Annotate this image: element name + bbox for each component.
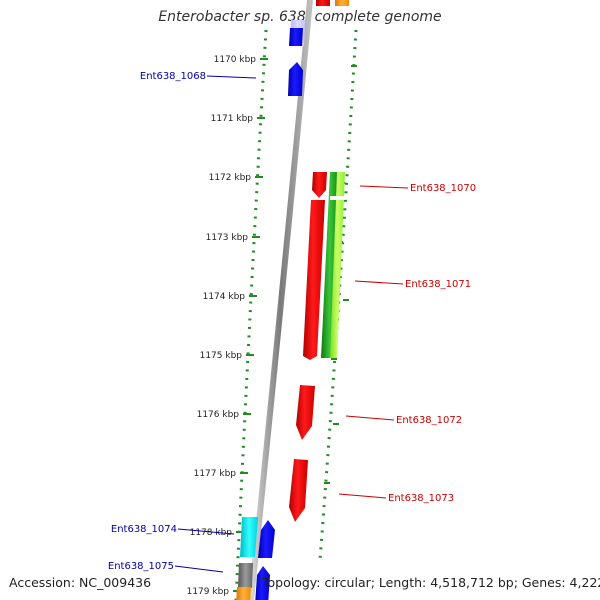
gene-feature-green-track[interactable] bbox=[321, 172, 345, 358]
gene-feature-ent638-1071[interactable] bbox=[303, 200, 325, 360]
gene-label-ent638-1072[interactable]: Ent638_1072 bbox=[396, 415, 462, 426]
gene-feature-ent638-1075[interactable] bbox=[236, 563, 270, 600]
axis-tick-label: 1173 kbp bbox=[206, 233, 249, 243]
gene-label-ent638-1075[interactable]: Ent638_1075 bbox=[108, 561, 174, 572]
partial-features-top bbox=[316, 0, 349, 6]
axis-tick-label: 1171 kbp bbox=[211, 114, 254, 124]
gene-feature-ent638-1068[interactable] bbox=[288, 20, 305, 96]
gene-label-ent638-1074[interactable]: Ent638_1074 bbox=[111, 524, 177, 535]
axis-tick-label: 1179 kbp bbox=[187, 587, 230, 597]
axis-tick-label: 1175 kbp bbox=[200, 351, 243, 361]
axis-tick-label: 1178 kbp bbox=[190, 528, 233, 538]
gene-label-ent638-1070[interactable]: Ent638_1070 bbox=[410, 183, 476, 194]
axis-tick-label: 1176 kbp bbox=[197, 410, 240, 420]
gene-leader-line-ent638-1071 bbox=[354, 280, 404, 285]
gene-label-ent638-1068[interactable]: Ent638_1068 bbox=[140, 71, 206, 82]
gene-feature-ent638-1074[interactable] bbox=[240, 517, 275, 558]
accession-text: Accession: NC_009436 bbox=[9, 575, 152, 590]
map-title: Enterobacter sp. 638, complete genome bbox=[158, 9, 442, 25]
gene-feature-ent638-1072[interactable] bbox=[296, 385, 315, 440]
gene-label-ent638-1073[interactable]: Ent638_1073 bbox=[388, 493, 454, 504]
topology-text: Topology: circular; Length: 4,518,712 bp… bbox=[262, 575, 600, 590]
gene-leader-line-ent638-1072 bbox=[345, 415, 395, 421]
axis-tick-label: 1170 kbp bbox=[214, 55, 257, 65]
gene-leader-line-ent638-1070 bbox=[359, 185, 409, 189]
axis-tick-label: 1172 kbp bbox=[209, 173, 252, 183]
gene-leader-line-ent638-1073 bbox=[338, 493, 387, 499]
gene-feature-ent638-1070[interactable] bbox=[312, 172, 327, 198]
gene-leader-line-ent638-1074 bbox=[177, 528, 235, 535]
gene-leader-line-ent638-1068 bbox=[206, 75, 257, 79]
gene-label-ent638-1071[interactable]: Ent638_1071 bbox=[405, 279, 471, 290]
gene-labels: Ent638_1068 Ent638_1070 Ent638_1071 Ent638_… bbox=[108, 71, 476, 573]
axis-ticks: 1170 kbp 1171 kbp 1172 kbp 1173 kbp 1174 kbp… bbox=[187, 55, 268, 597]
gene-leader-line-ent638-1075 bbox=[174, 565, 224, 573]
gene-feature-ent638-1073[interactable] bbox=[289, 459, 308, 522]
axis-tick-label: 1177 kbp bbox=[194, 469, 237, 479]
axis-tick-label: 1174 kbp bbox=[203, 292, 246, 302]
